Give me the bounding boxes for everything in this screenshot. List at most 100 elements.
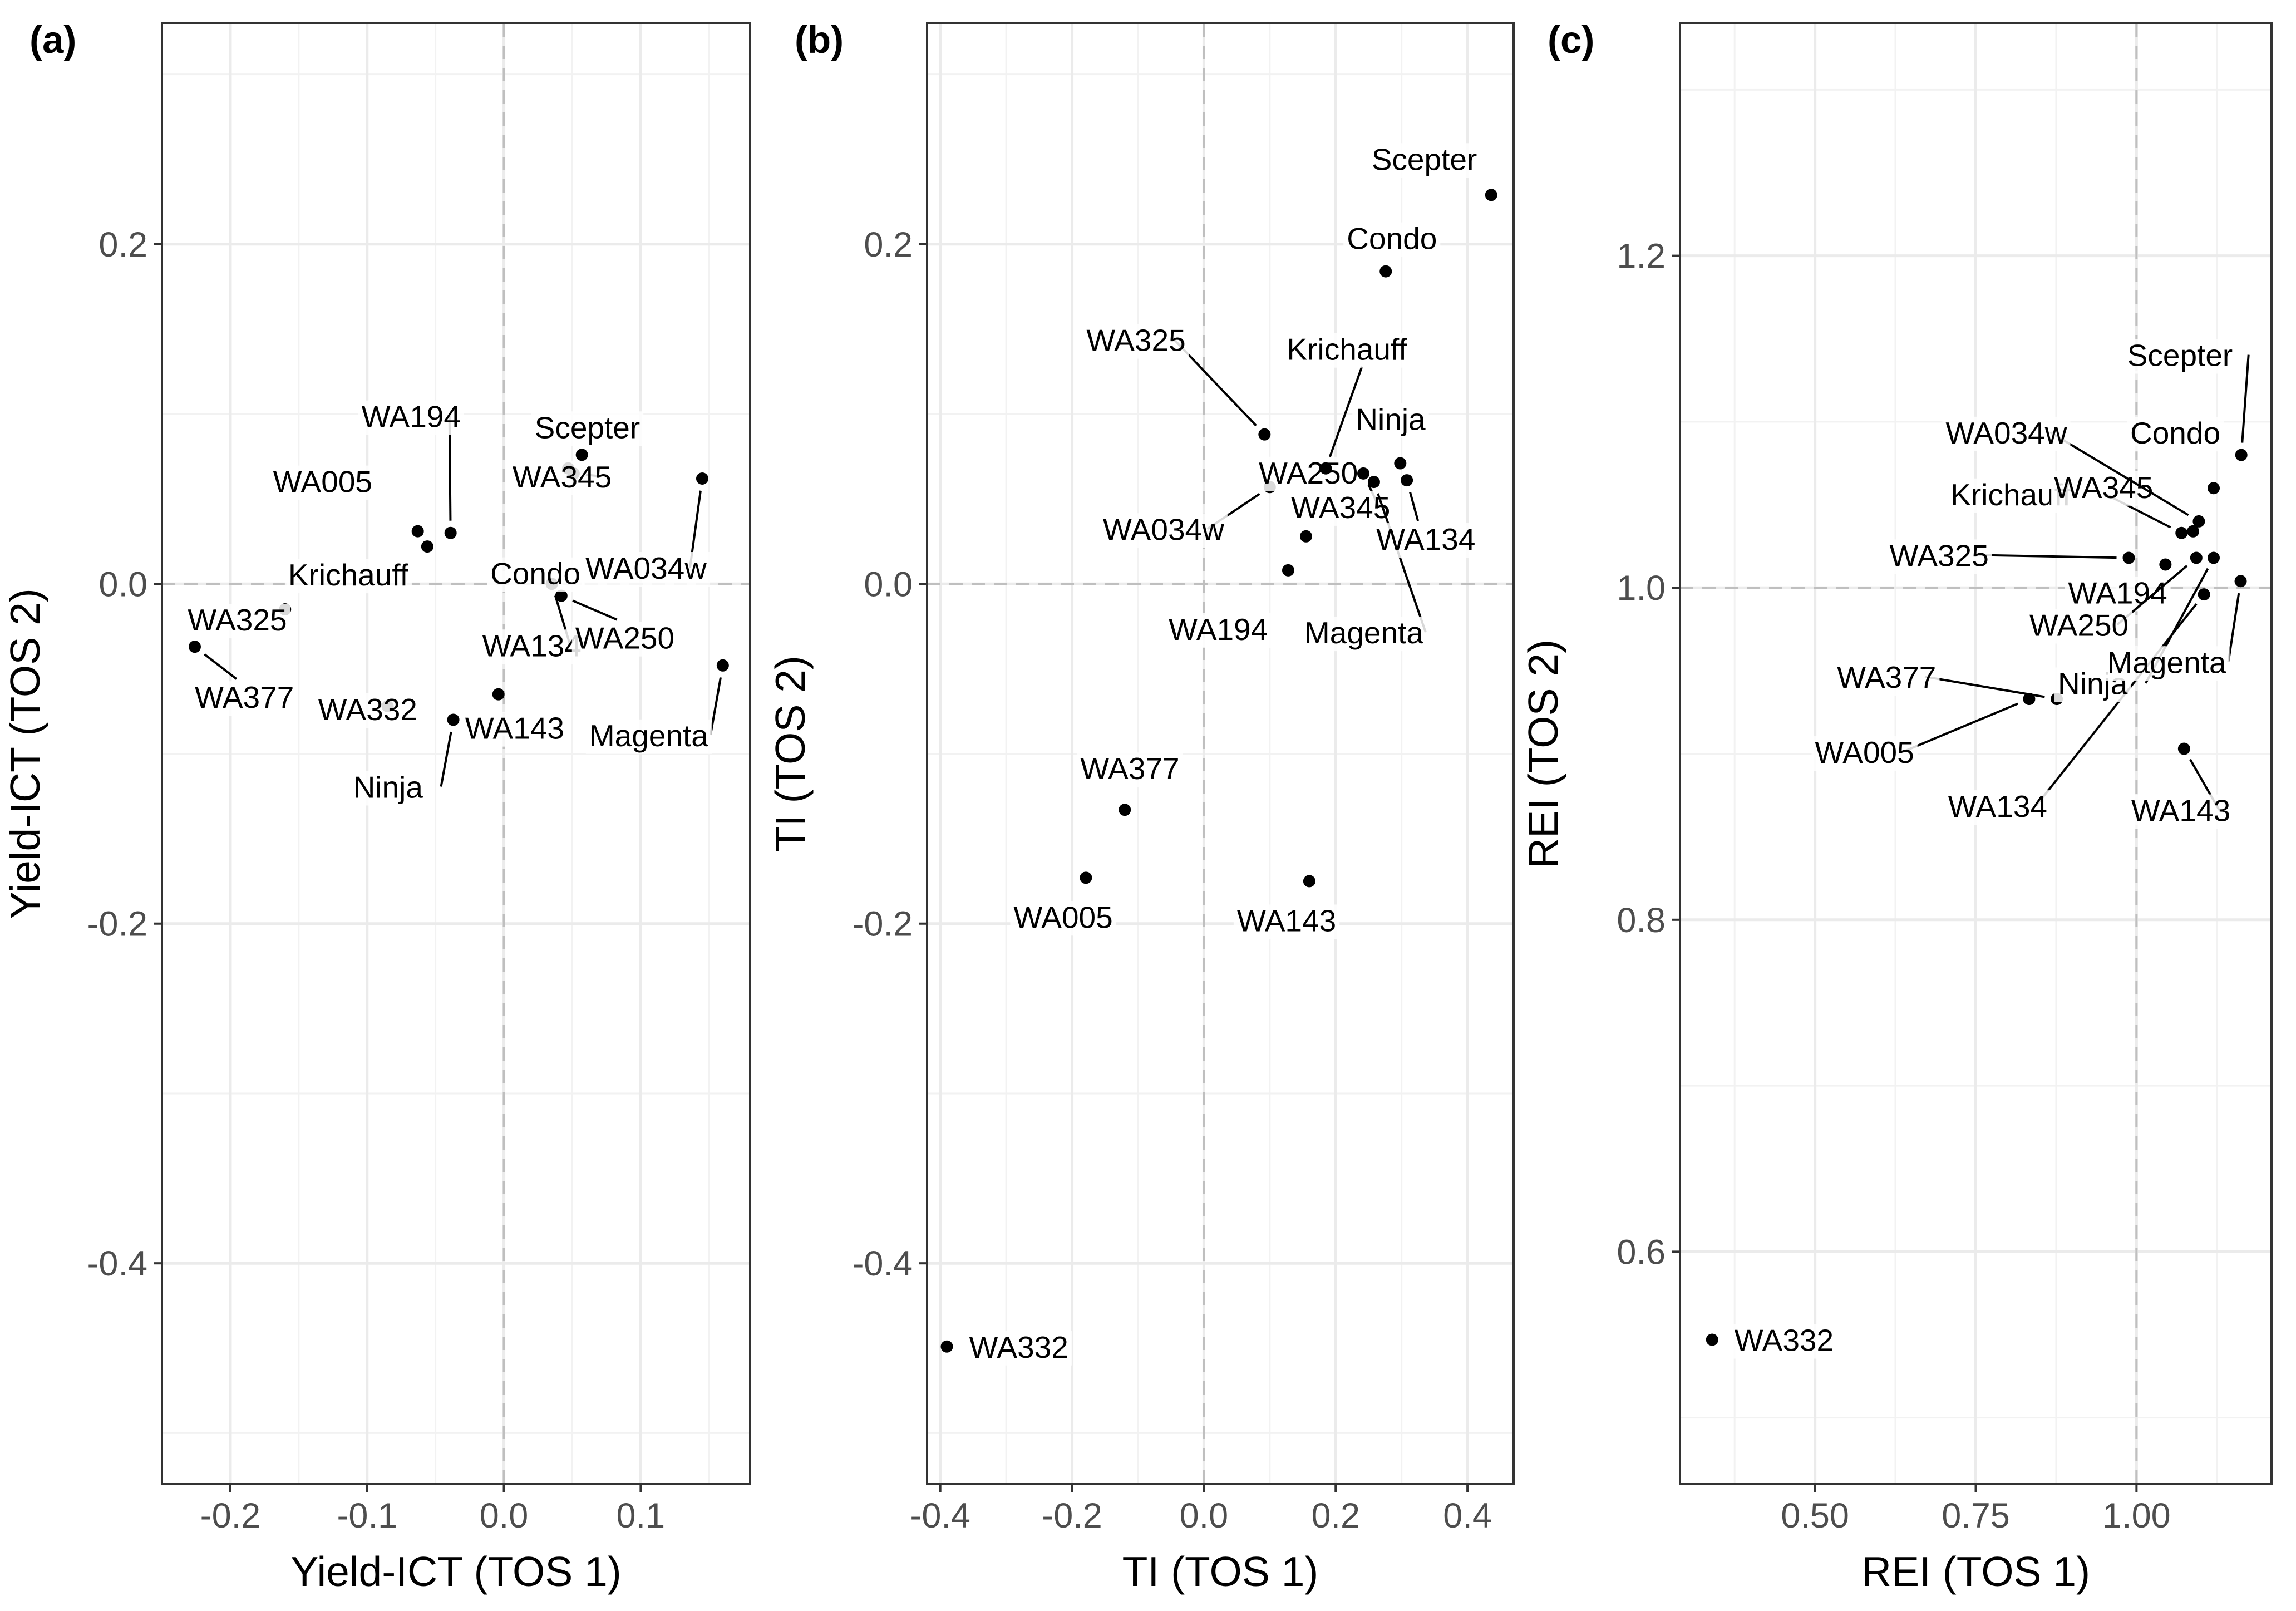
point-label-wa377: WA377 bbox=[195, 680, 294, 715]
point-label-wa332: WA332 bbox=[1735, 1323, 1834, 1357]
data-point-magenta bbox=[1367, 476, 1380, 489]
point-label-background bbox=[1287, 491, 1394, 526]
data-point-wa332 bbox=[1706, 1333, 1718, 1346]
label-leader-line bbox=[1377, 493, 1427, 633]
point-label-condo: Condo bbox=[490, 556, 580, 591]
data-point-wa377 bbox=[188, 641, 201, 653]
label-leader-line bbox=[572, 599, 618, 621]
y-axis-title: TI (TOS 2) bbox=[767, 656, 814, 852]
point-label-wa005: WA005 bbox=[1013, 900, 1112, 934]
point-label-background bbox=[1077, 752, 1183, 787]
panel-label: (b) bbox=[795, 18, 844, 61]
point-label-krichauff: Krichauff bbox=[1287, 332, 1407, 367]
point-label-background bbox=[314, 693, 421, 728]
y-tick-label: 0.0 bbox=[98, 565, 147, 604]
panel-label: (c) bbox=[1548, 18, 1594, 61]
label-leader-line bbox=[204, 653, 238, 680]
label-leader-line bbox=[440, 731, 452, 787]
data-point-wa005 bbox=[1080, 871, 1092, 884]
x-tick-label: 0.1 bbox=[617, 1496, 666, 1535]
point-label-ninja: Ninja bbox=[1356, 402, 1426, 437]
point-label-wa134: WA134 bbox=[482, 628, 582, 663]
point-label-background bbox=[184, 604, 290, 639]
point-label-condo: Condo bbox=[2130, 416, 2220, 450]
point-label-wa034w: WA034w bbox=[1103, 512, 1224, 546]
point-label-background bbox=[2123, 339, 2236, 374]
point-label-background bbox=[1300, 617, 1427, 652]
point-label-background bbox=[349, 771, 426, 806]
panel-a: WA377 WA325 WA332 WA005 Krichauff WA194 Ninja W… bbox=[2, 18, 751, 1595]
data-point-wa250 bbox=[555, 589, 568, 602]
point-label-scepter: Scepter bbox=[535, 410, 640, 445]
point-label-wa005: WA005 bbox=[273, 465, 372, 499]
point-label-wa134: WA134 bbox=[1948, 789, 2047, 824]
data-point-ninja bbox=[447, 713, 460, 726]
data-point-wa134 bbox=[1401, 474, 1413, 487]
label-leader-line bbox=[1977, 554, 2117, 559]
data-point-wa325 bbox=[1258, 428, 1271, 441]
point-label-background bbox=[2103, 646, 2230, 681]
point-label-background bbox=[2026, 609, 2132, 644]
point-label-wa034w: WA034w bbox=[585, 551, 707, 585]
y-tick-label: -0.4 bbox=[87, 1244, 147, 1283]
label-leader-line bbox=[709, 677, 722, 736]
point-label-background bbox=[2127, 794, 2234, 829]
axes: -0.4 -0.2 0.0 0.2 0.4 -0.4 -0.2 0.0 0.2 bbox=[852, 225, 1491, 1535]
data-points: WA332WA005WA377WA325WA194KrichauffWA250W… bbox=[1706, 338, 2250, 1359]
data-points: WA332 WA005 WA377 WA034w WA194 WA250 WA143 Kric… bbox=[940, 142, 1497, 1366]
data-points: WA377 WA325 WA332 WA005 Krichauff WA194 Ninja W… bbox=[184, 400, 729, 806]
point-label-background bbox=[1165, 613, 1272, 648]
x-tick-label: 0.0 bbox=[1180, 1496, 1229, 1535]
y-tick-label: 0.2 bbox=[98, 225, 147, 264]
data-point-ninja bbox=[1394, 457, 1407, 470]
point-label-wa134: WA134 bbox=[1376, 522, 1475, 556]
grid bbox=[927, 23, 1514, 1484]
point-label-background bbox=[2127, 417, 2224, 452]
data-point-wa143 bbox=[492, 688, 505, 701]
point-label-scepter: Scepter bbox=[2127, 338, 2233, 373]
axes: -0.2 -0.1 0.0 0.1 -0.4 -0.2 0.0 0.2 bbox=[87, 225, 665, 1535]
point-label-wa143: WA143 bbox=[2131, 794, 2230, 828]
x-tick-label: -0.1 bbox=[337, 1496, 397, 1535]
point-label-background bbox=[1083, 324, 1189, 359]
point-label-background bbox=[461, 712, 568, 747]
data-point-krichauff bbox=[1319, 462, 1332, 475]
y-tick-label: 1.0 bbox=[1617, 569, 1666, 608]
point-label-background bbox=[2051, 471, 2157, 506]
data-point-scepter bbox=[575, 449, 588, 461]
data-point-wa325 bbox=[2122, 551, 2135, 564]
point-label-magenta: Magenta bbox=[2107, 645, 2226, 679]
point-label-background bbox=[479, 629, 585, 664]
point-label-wa325: WA325 bbox=[1086, 323, 1185, 358]
x-tick-label: 0.50 bbox=[1781, 1496, 1849, 1535]
data-point-magenta bbox=[2234, 575, 2247, 588]
point-label-background bbox=[1368, 143, 1481, 178]
point-label-background bbox=[1944, 790, 2051, 825]
point-label-background bbox=[1283, 333, 1411, 368]
panel-border bbox=[161, 22, 751, 1485]
data-point-ninja bbox=[2208, 551, 2220, 564]
x-tick-label: -0.2 bbox=[200, 1496, 261, 1535]
point-label-background bbox=[582, 552, 711, 587]
point-label-background bbox=[1942, 416, 2071, 451]
data-point-condo bbox=[2208, 482, 2220, 495]
point-label-background bbox=[487, 557, 584, 592]
point-label-wa194: WA194 bbox=[362, 400, 461, 434]
data-point-wa194 bbox=[1282, 564, 1294, 577]
data-point-wa250 bbox=[1299, 530, 1312, 543]
point-label-wa250: WA250 bbox=[2029, 608, 2129, 643]
data-point-krichauff bbox=[421, 540, 433, 553]
y-tick-label: -0.4 bbox=[852, 1244, 913, 1283]
data-point-wa005 bbox=[411, 525, 424, 538]
panel-border bbox=[926, 22, 1515, 1485]
data-point-wa345 bbox=[1357, 467, 1369, 480]
y-axis-title: REI (TOS 2) bbox=[1520, 639, 1566, 868]
point-label-background bbox=[585, 719, 712, 754]
data-point-wa034w bbox=[2192, 515, 2205, 528]
label-leader-line bbox=[2241, 354, 2250, 443]
point-label-wa377: WA377 bbox=[1837, 660, 1936, 694]
x-tick-label: 0.0 bbox=[480, 1496, 529, 1535]
point-label-background bbox=[1255, 456, 1362, 491]
data-point-wa345 bbox=[2187, 525, 2200, 538]
y-tick-label: -0.2 bbox=[852, 905, 913, 944]
